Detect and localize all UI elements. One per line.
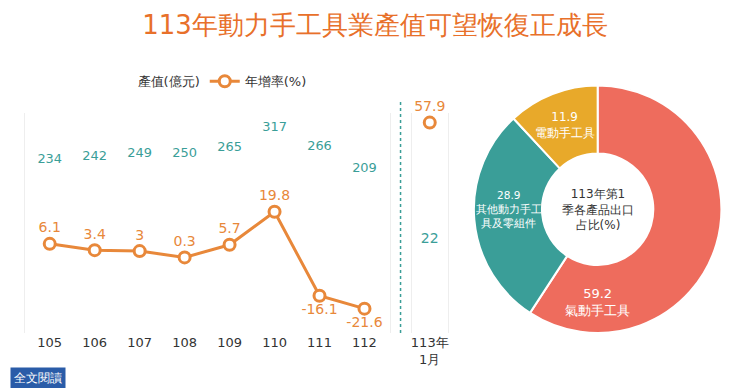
- svg-text:113年1月: 113年1月: [411, 335, 449, 367]
- svg-text:317: 317: [262, 119, 287, 134]
- svg-text:-21.6: -21.6: [346, 314, 382, 330]
- svg-text:11.9電動手工具: 11.9電動手工具: [535, 110, 595, 139]
- svg-text:59.2氣動手工具: 59.2氣動手工具: [565, 286, 630, 318]
- svg-text:110: 110: [262, 335, 287, 350]
- svg-text:113年第1季各產品出口占比(%): 113年第1季各產品出口占比(%): [562, 187, 634, 232]
- svg-text:266: 266: [307, 138, 332, 153]
- svg-text:105: 105: [37, 335, 62, 350]
- svg-text:250: 250: [172, 145, 197, 160]
- svg-text:108: 108: [172, 335, 197, 350]
- svg-text:6.1: 6.1: [39, 219, 61, 235]
- svg-text:112: 112: [352, 335, 377, 350]
- svg-text:209: 209: [352, 160, 377, 175]
- svg-text:-16.1: -16.1: [301, 301, 337, 317]
- svg-text:全文閱讀: 全文閱讀: [14, 371, 62, 385]
- svg-text:265: 265: [217, 139, 242, 154]
- svg-text:106: 106: [82, 335, 107, 350]
- svg-text:109: 109: [217, 335, 242, 350]
- svg-text:242: 242: [82, 148, 107, 163]
- svg-text:年增率(%): 年增率(%): [245, 74, 307, 89]
- svg-text:28.9其他動力手工具及零組件: 28.9其他動力手工具及零組件: [476, 189, 542, 228]
- svg-text:111: 111: [307, 335, 332, 350]
- svg-text:產值(億元): 產值(億元): [138, 74, 200, 89]
- svg-text:22: 22: [421, 230, 439, 246]
- svg-text:0.3: 0.3: [173, 233, 195, 249]
- svg-text:107: 107: [127, 335, 152, 350]
- svg-text:19.8: 19.8: [259, 187, 290, 203]
- svg-text:113年動力手工具業產值可望恢復正成長: 113年動力手工具業產值可望恢復正成長: [142, 10, 608, 40]
- svg-text:249: 249: [127, 145, 152, 160]
- svg-text:234: 234: [37, 151, 62, 166]
- svg-text:5.7: 5.7: [218, 220, 240, 236]
- svg-text:3.4: 3.4: [84, 226, 106, 242]
- svg-text:3: 3: [135, 227, 144, 243]
- svg-text:57.9: 57.9: [414, 98, 445, 114]
